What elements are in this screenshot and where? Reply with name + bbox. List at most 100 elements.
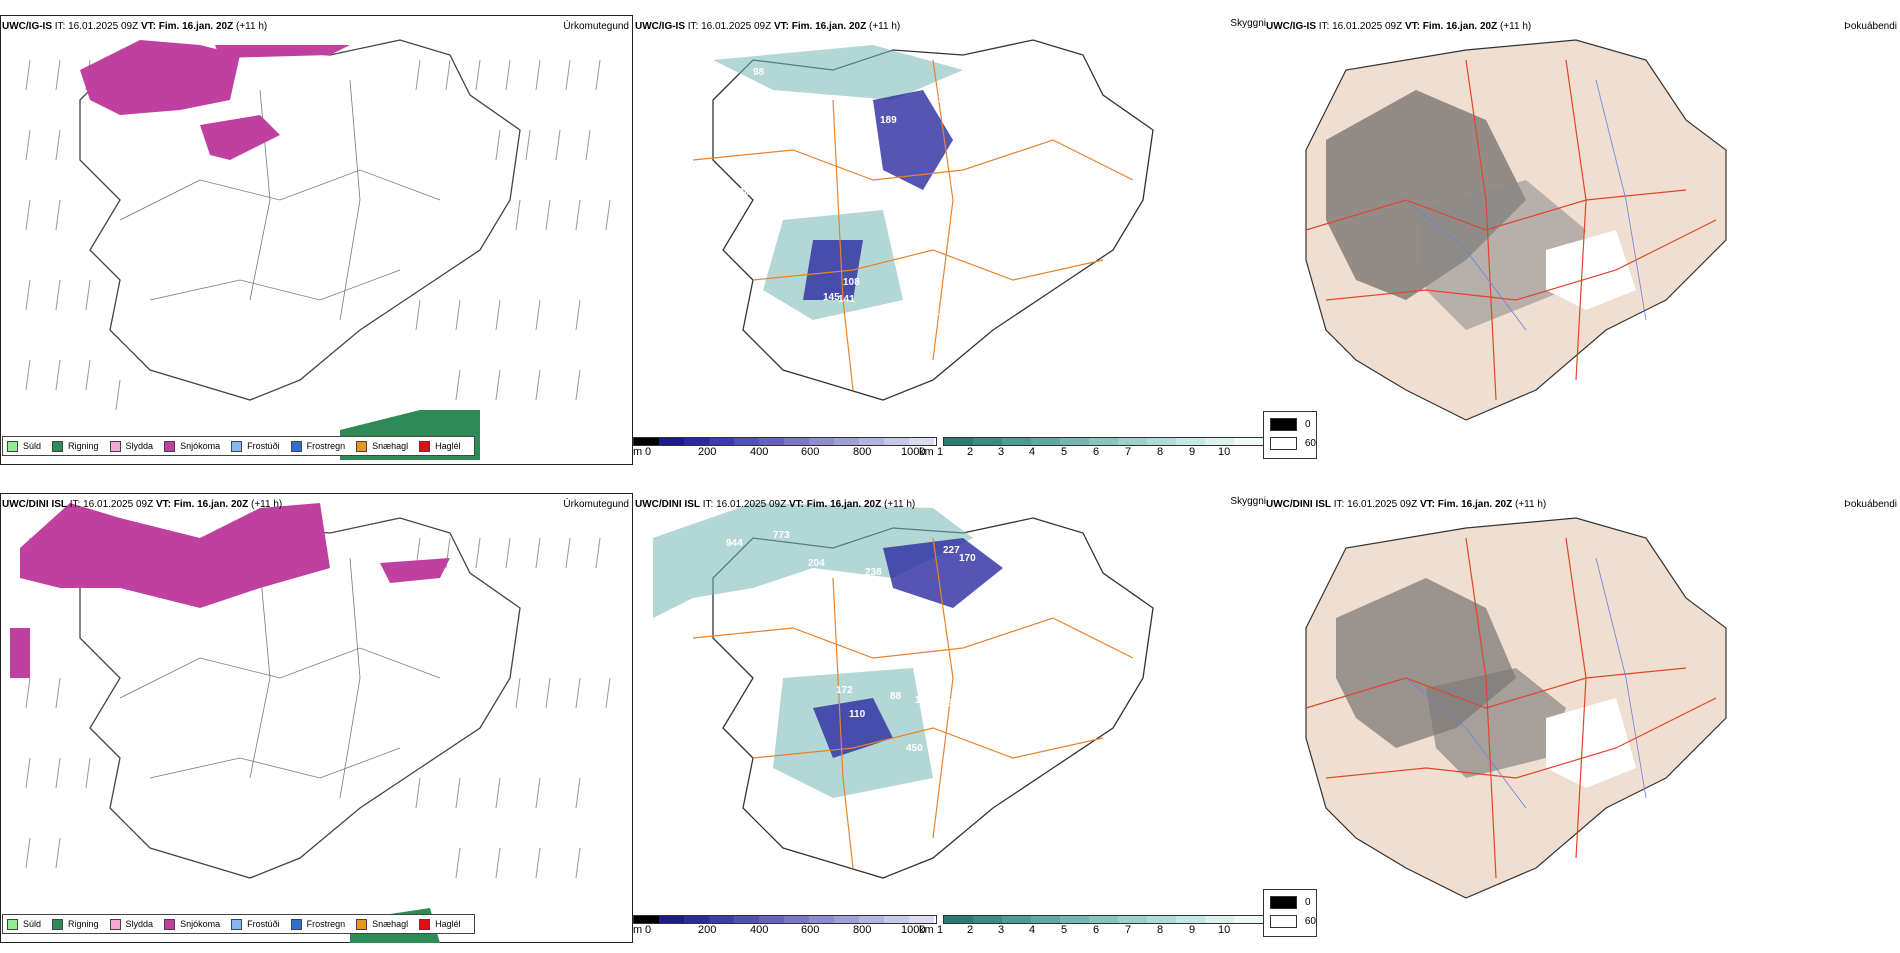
vis-panel-1: 106 335 200 143 121 145 12 331 336 105 9… xyxy=(633,0,1266,475)
height-cell xyxy=(634,916,659,923)
km-cell xyxy=(1031,916,1060,923)
snow-area xyxy=(10,503,450,678)
height-cell xyxy=(734,438,759,445)
height-tick: 1000 xyxy=(901,924,926,936)
fog-legend-item: 60 xyxy=(1270,915,1316,928)
fog-legend-item: 60 xyxy=(1270,437,1316,450)
km-tick: 2 xyxy=(967,924,974,936)
km-tick: 3 xyxy=(998,446,1005,458)
precip-legend: Súld Rigning Slydda Snjókoma Frostúði Fr… xyxy=(2,914,475,934)
vis-value-label: 944 xyxy=(726,538,743,549)
legend-item-slydda: Slydda xyxy=(109,918,153,930)
km-cell xyxy=(1089,916,1118,923)
km-unit: km xyxy=(919,446,934,458)
fog-swatch xyxy=(1270,896,1297,909)
km-colorbar xyxy=(943,437,1264,451)
km-tick: 5 xyxy=(1061,924,1068,936)
fog-map-2 xyxy=(1305,517,1727,899)
height-colorbar xyxy=(633,915,937,929)
km-cell xyxy=(1147,916,1176,923)
fog-panel-2: UWC/DINI ISL IT: 16.01.2025 09Z VT: Fim.… xyxy=(1263,478,1899,953)
legend-swatch xyxy=(290,440,302,452)
height-tick: 200 xyxy=(698,446,717,458)
km-cell xyxy=(1205,916,1234,923)
km-cell xyxy=(1089,438,1118,445)
legend-item-rigning: Rigning xyxy=(52,918,99,930)
km-cell xyxy=(1031,438,1060,445)
vis-value-label: 238 xyxy=(865,567,882,578)
legend-item-frostregn: Frostregn xyxy=(290,918,345,930)
vis-value-label: 69 xyxy=(1027,548,1039,559)
km-tick: 5 xyxy=(1061,446,1068,458)
km-tick: 9 xyxy=(1189,446,1196,458)
vis-value-label: 97 xyxy=(1070,540,1082,551)
legend-item-snjokoma: Snjókoma xyxy=(164,918,220,930)
panel-title: UWC/IG-IS IT: 16.01.2025 09Z VT: Fim. 16… xyxy=(1266,21,1532,32)
km-cell xyxy=(1118,438,1147,445)
panel-kind: Skyggni xyxy=(1230,18,1266,29)
km-cell xyxy=(1060,438,1089,445)
panel-kind: Þokuábendi xyxy=(1844,499,1897,510)
height-cell xyxy=(859,916,884,923)
low-vis-area xyxy=(813,538,1003,758)
vis-value-label: 204 xyxy=(808,558,825,569)
vis-value-label: 110 xyxy=(849,709,866,720)
legend-item-suld: Súld xyxy=(7,440,41,452)
precip-panel-2: UWC/DINI ISL IT: 16.01.2025 09Z VT: Fim.… xyxy=(0,478,633,953)
height-cell xyxy=(634,438,659,445)
wind-barbs xyxy=(25,537,611,879)
panel-title: UWC/DINI ISL IT: 16.01.2025 09Z VT: Fim.… xyxy=(2,499,283,510)
precip-panel-1: UWC/IG-IS IT: 16.01.2025 09Z VT: Fim. 16… xyxy=(0,0,633,475)
vis-value-label: 233 xyxy=(809,600,826,611)
km-colorbar-cells xyxy=(943,915,1264,924)
legend-item-snaehagl: Snæhagl xyxy=(356,918,408,930)
height-cell xyxy=(884,916,909,923)
km-tick: 8 xyxy=(1157,924,1164,936)
glacier-white xyxy=(1546,230,1636,310)
fog-swatch xyxy=(1270,915,1297,928)
km-tick: 1 xyxy=(937,446,944,458)
legend-swatch xyxy=(52,918,64,930)
km-cell xyxy=(944,916,973,923)
km-tick: 10 xyxy=(1218,446,1231,458)
height-tick: 1000 xyxy=(901,446,926,458)
legend-swatch xyxy=(109,440,121,452)
snow-area xyxy=(80,40,350,160)
height-tick: 400 xyxy=(750,446,769,458)
fog-panel-1: UWC/IG-IS IT: 16.01.2025 09Z VT: Fim. 16… xyxy=(1263,0,1899,475)
panel-kind: Úrkomutegund xyxy=(563,499,629,510)
km-tick: 7 xyxy=(1125,446,1132,458)
fog-map-1 xyxy=(1305,39,1727,421)
vis-value-label: 141 xyxy=(838,294,855,305)
km-colorbar-cells xyxy=(943,437,1264,446)
km-cell xyxy=(1176,916,1205,923)
km-cell xyxy=(1118,916,1147,923)
height-tick: 600 xyxy=(801,924,820,936)
height-tick: 800 xyxy=(853,924,872,936)
panel-kind: Þokuábendi xyxy=(1844,21,1897,32)
height-cell xyxy=(659,916,684,923)
vis-map-1 xyxy=(692,39,1154,401)
km-cell xyxy=(1205,438,1234,445)
km-colorbar xyxy=(943,915,1264,929)
km-cell xyxy=(1002,438,1031,445)
height-cell xyxy=(809,438,834,445)
legend-swatch xyxy=(356,440,368,452)
vis-value-label: 181 xyxy=(1037,562,1054,573)
height-tick: 800 xyxy=(853,446,872,458)
height-unit: m xyxy=(633,446,643,458)
height-cell xyxy=(659,438,684,445)
height-unit: m xyxy=(633,924,643,936)
km-cell xyxy=(1234,438,1263,445)
glacier-white xyxy=(1546,698,1636,788)
roads xyxy=(692,59,1134,391)
fog-swatch xyxy=(1270,437,1297,450)
legend-swatch xyxy=(356,918,368,930)
legend-swatch xyxy=(7,440,18,452)
height-cell xyxy=(909,916,934,923)
height-tick: 0 xyxy=(645,446,652,458)
height-cell xyxy=(909,438,934,445)
vis-map-2 xyxy=(653,503,1154,879)
legend-item-snaehagl: Snæhagl xyxy=(356,440,408,452)
vis-value-label: 336 xyxy=(928,308,945,319)
